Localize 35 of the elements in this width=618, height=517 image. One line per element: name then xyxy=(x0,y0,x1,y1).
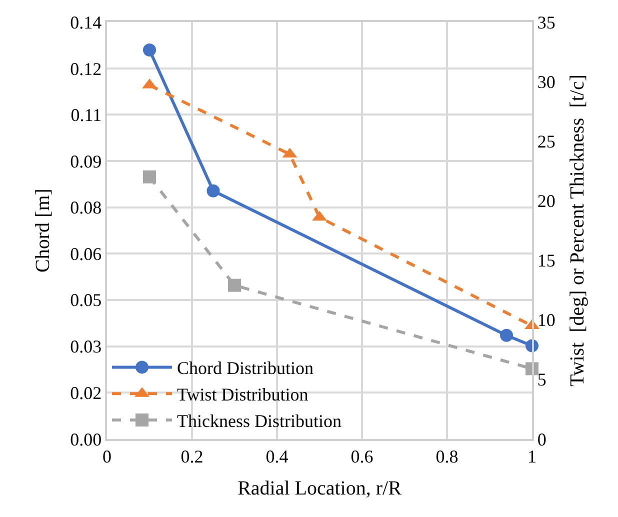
y-tick-label: 0.14 xyxy=(70,12,102,32)
y-tick-label: 0.08 xyxy=(70,198,102,218)
x-tick-label: 0 xyxy=(102,446,112,466)
y2-tick-label: 20 xyxy=(537,191,556,212)
y-tick-label: 0.11 xyxy=(70,104,102,125)
x-axis-title: Radial Location, r/R xyxy=(238,477,402,500)
y2-tick-label: 0 xyxy=(537,429,546,450)
x-tick-label: 0.8 xyxy=(436,446,458,466)
point xyxy=(500,328,513,342)
legend-label: Thickness Distribution xyxy=(177,411,342,432)
x-tick-label: 1 xyxy=(528,446,536,466)
y2-tick-label: 30 xyxy=(537,72,556,92)
y2-tick-label: 5 xyxy=(537,370,546,390)
y2-tick-label: 25 xyxy=(537,131,556,152)
x-tick-label: 0.4 xyxy=(266,446,288,466)
y2-tick-label: 35 xyxy=(537,12,556,32)
y-tick-label: 0.09 xyxy=(70,151,102,172)
y-tick-label: 0.03 xyxy=(70,336,102,357)
legend-label: Twist Distribution xyxy=(177,384,308,405)
point xyxy=(143,170,156,184)
y2-tick-label: 10 xyxy=(537,310,556,330)
y2-axis-title: Twist [deg] or Percent Thickness [t/c] xyxy=(566,74,588,387)
point xyxy=(206,184,220,198)
y-tick-label: 0.05 xyxy=(70,290,102,310)
point xyxy=(143,44,156,56)
x-tick-label: 0.2 xyxy=(180,446,204,466)
legend-label: Chord Distribution xyxy=(177,358,314,378)
y-tick-label: 0.12 xyxy=(70,58,102,79)
y-axis-title: Chord [m] xyxy=(32,188,54,272)
y2-tick-label: 15 xyxy=(537,250,556,271)
y-tick-label: 0.00 xyxy=(70,429,102,450)
y-tick-label: 0.06 xyxy=(70,244,102,264)
y-tick-label: 0.02 xyxy=(70,382,102,403)
x-tick-label: 0.6 xyxy=(350,446,374,466)
point xyxy=(228,278,241,292)
